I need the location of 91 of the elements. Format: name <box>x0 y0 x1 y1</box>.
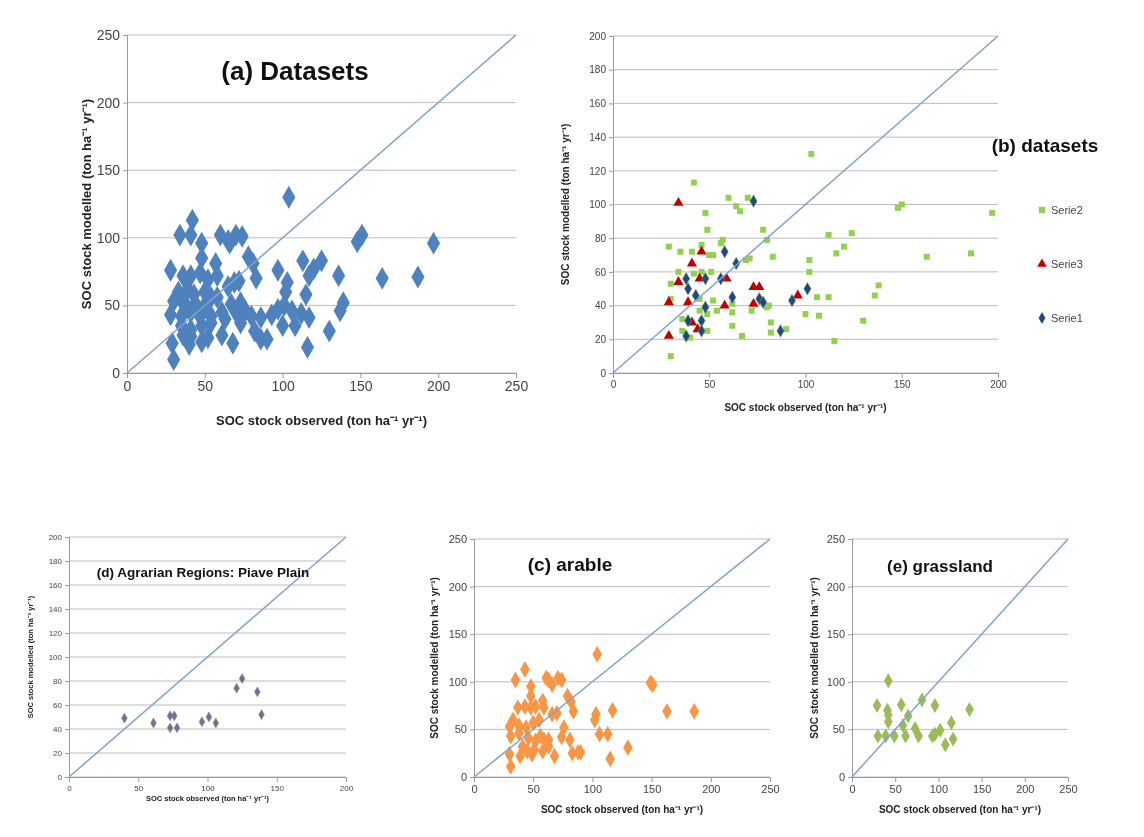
x-tick-label: 0 <box>610 379 617 391</box>
x-tick-label: 250 <box>1059 782 1078 795</box>
x-tick-label: 50 <box>134 783 144 793</box>
x-tick-label: 100 <box>929 782 949 795</box>
x-tick-label: 150 <box>642 782 662 795</box>
y-tick-label: 140 <box>48 605 63 615</box>
legend-label: Serie3 <box>1051 258 1083 270</box>
y-tick-label: 0 <box>600 367 607 379</box>
x-tick-label: 250 <box>504 377 529 394</box>
x-tick-label: 0 <box>123 377 132 394</box>
y-tick-label: 180 <box>48 557 63 567</box>
y-tick-label: 80 <box>594 232 607 244</box>
y-tick-label: 250 <box>448 533 467 546</box>
x-tick-label: 50 <box>527 782 540 795</box>
legend-label: Serie2 <box>1051 204 1083 216</box>
y-tick-label: 140 <box>589 131 607 143</box>
y-tick-label: 50 <box>454 723 467 736</box>
x-tick-label: 200 <box>427 377 451 394</box>
x-tick-label: 0 <box>849 782 856 795</box>
point <box>663 296 674 306</box>
y-tick-label: 0 <box>838 771 845 784</box>
y-tick-label: 150 <box>96 162 121 179</box>
y-tick-label: 160 <box>589 98 607 110</box>
y-tick-label: 20 <box>594 334 607 345</box>
y-tick-label: 100 <box>589 199 607 211</box>
y-tick-label: 100 <box>96 229 121 246</box>
y-tick-label: 150 <box>448 628 467 641</box>
y-tick-label: 60 <box>53 701 63 711</box>
y-tick-label: 250 <box>826 533 845 546</box>
text: (d) Agrarian Regions: Piave Plain <box>96 565 310 580</box>
y-axis-title: SOC stock modelled (ton ha⁻¹ yr⁻¹) <box>79 98 94 310</box>
y-axis-title: SOC stock modelled (ton ha⁻¹ yr⁻¹) <box>560 123 571 286</box>
y-tick-label: 50 <box>104 297 121 314</box>
x-tick-label: 50 <box>704 379 716 391</box>
y-tick-label: 180 <box>589 64 607 76</box>
x-tick-label: 150 <box>893 379 912 391</box>
x-tick-label: 50 <box>197 377 214 394</box>
y-axis-title: SOC stock modelled (ton ha⁻¹ yr⁻¹) <box>809 577 820 739</box>
x-tick-label: 150 <box>972 782 992 795</box>
point <box>696 245 707 255</box>
y-tick-label: 100 <box>826 675 845 688</box>
x-tick-label: 200 <box>990 379 1008 391</box>
y-tick-label: 40 <box>594 300 607 312</box>
y-tick-label: 0 <box>57 773 63 783</box>
y-tick-label: 80 <box>53 677 63 687</box>
y-tick-label: 40 <box>53 725 63 735</box>
y-tick-label: 60 <box>594 266 607 278</box>
x-tick-label: 150 <box>349 377 373 394</box>
y-axis-title: SOC stock modelled (ton ha⁻¹ yr⁻¹) <box>429 577 440 739</box>
y-tick-label: 250 <box>96 26 121 43</box>
x-tick-label: 200 <box>702 782 721 795</box>
x-tick-label: 100 <box>201 783 216 793</box>
x-axis-title: SOC stock observed (ton ha⁻¹ yr⁻¹) <box>724 402 887 413</box>
x-tick-label: 250 <box>761 782 780 795</box>
x-tick-label: 150 <box>270 783 285 793</box>
x-tick-label: 200 <box>339 783 354 793</box>
point <box>663 330 674 339</box>
y-tick-label: 150 <box>826 628 845 641</box>
y-tick-label: 100 <box>448 675 467 688</box>
x-axis-title: SOC stock observed (ton ha⁻¹ yr⁻¹) <box>878 804 1042 815</box>
point <box>686 257 698 267</box>
x-axis-title: SOC stock observed (ton ha⁻¹ yr⁻¹) <box>216 413 427 428</box>
point <box>673 276 684 285</box>
point <box>719 299 730 309</box>
y-tick-label: 0 <box>460 771 467 784</box>
y-tick-label: 200 <box>448 580 467 593</box>
text: (a) Datasets <box>221 56 369 86</box>
x-tick-label: 0 <box>67 783 73 793</box>
y-tick-label: 100 <box>48 653 63 663</box>
legend-label: Serie1 <box>1051 312 1083 324</box>
y-tick-label: 160 <box>48 581 63 591</box>
text: (c) arable <box>527 554 613 575</box>
y-tick-label: 200 <box>589 30 607 42</box>
x-tick-label: 50 <box>889 782 902 795</box>
text: (b) datasets <box>991 135 1099 156</box>
point <box>673 196 684 206</box>
x-tick-label: 100 <box>797 379 815 391</box>
y-tick-label: 20 <box>53 749 63 759</box>
y-tick-label: 120 <box>48 629 63 639</box>
x-tick-label: 200 <box>1016 782 1035 795</box>
y-tick-label: 200 <box>48 533 63 543</box>
y-tick-label: 120 <box>589 165 607 177</box>
x-axis-title: SOC stock observed (ton ha⁻¹ yr⁻¹) <box>540 804 704 815</box>
x-tick-label: 0 <box>471 782 478 795</box>
point <box>238 673 246 684</box>
point <box>748 298 759 307</box>
y-tick-label: 200 <box>826 580 845 593</box>
y-tick-label: 200 <box>96 94 121 111</box>
text: (e) grassland <box>887 557 993 576</box>
x-tick-label: 100 <box>271 377 295 394</box>
y-tick-label: 50 <box>832 723 845 736</box>
